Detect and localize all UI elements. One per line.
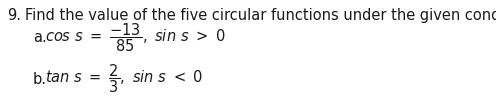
Text: $\mathit{cos}\ \mathit{s}\ =\ \dfrac{-13}{85},\ \mathit{sin}\ \mathit{s}\ >\ 0$: $\mathit{cos}\ \mathit{s}\ =\ \dfrac{-13… [45,21,226,54]
Text: b.: b. [33,72,47,87]
Text: a.: a. [33,30,47,45]
Text: Find the value of the five circular functions under the given conditions:: Find the value of the five circular func… [24,8,496,23]
Text: 9.: 9. [7,8,21,23]
Text: $\mathit{tan}\ \mathit{s}\ =\ \dfrac{2}{3},\ \mathit{sin}\ \mathit{s}\ <\ 0$: $\mathit{tan}\ \mathit{s}\ =\ \dfrac{2}{… [45,63,204,95]
